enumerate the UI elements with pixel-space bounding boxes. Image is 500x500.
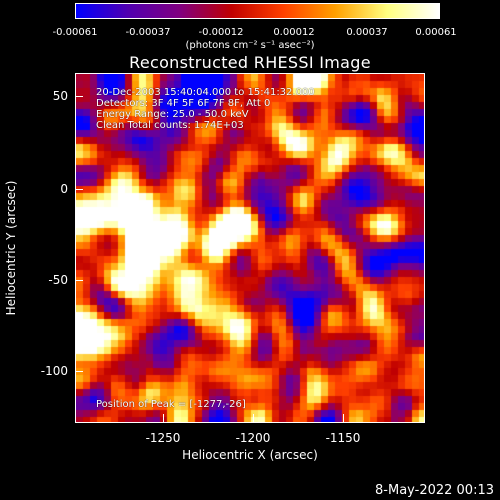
clean-counts-label: Clean Total counts: 1.74E+03 [96,120,244,131]
x-tick-label: -1150 [325,431,361,445]
detectors-label: Detectors: 3F 4F 5F 6F 7F 8F, Att 0 [96,98,271,109]
y-axis-label: Heliocentric Y (arcsec) [4,180,18,316]
y-tick-label: -100 [40,364,68,378]
colorbar-tick: 0.00061 [415,27,457,38]
x-tick-mark [163,414,164,422]
colorbar-tick: 0.00037 [346,27,388,38]
x-tick-label: -1250 [145,431,181,445]
y-tick-label: 0 [60,182,68,196]
image-plot: 20-Dec-2003 15:40:04.000 to 15:41:32.000… [75,73,425,423]
peak-position-label: Position of Peak = [-1277,-26] [96,399,246,410]
y-tick-label: -50 [48,273,68,287]
colorbar-tick: -0.00037 [125,27,171,38]
colorbar-tick: 0.00012 [273,27,315,38]
x-tick-label: -1200 [235,431,271,445]
y-tick-mark [75,189,83,190]
colorbar-tick: -0.00061 [52,27,98,38]
x-axis-label: Heliocentric X (arcsec) [182,448,318,462]
colorbar [75,3,440,19]
energy-range-label: Energy Range: 25.0 - 50.0 keV [96,109,249,120]
x-tick-mark [343,414,344,422]
y-tick-label: 50 [52,89,68,103]
y-tick-mark [75,280,83,281]
heatmap-image [76,74,424,422]
x-tick-mark [253,414,254,422]
image-title: Reconstructed RHESSI Image [129,53,371,72]
footer-date: 8-May-2022 00:13 [375,483,494,498]
colorbar-tick: -0.00012 [198,27,244,38]
colorbar-units: (photons cm⁻² s⁻¹ asec⁻²) [185,40,315,51]
time-range-label: 20-Dec-2003 15:40:04.000 to 15:41:32.000 [96,87,315,98]
y-tick-mark [75,96,83,97]
y-tick-mark [75,371,83,372]
